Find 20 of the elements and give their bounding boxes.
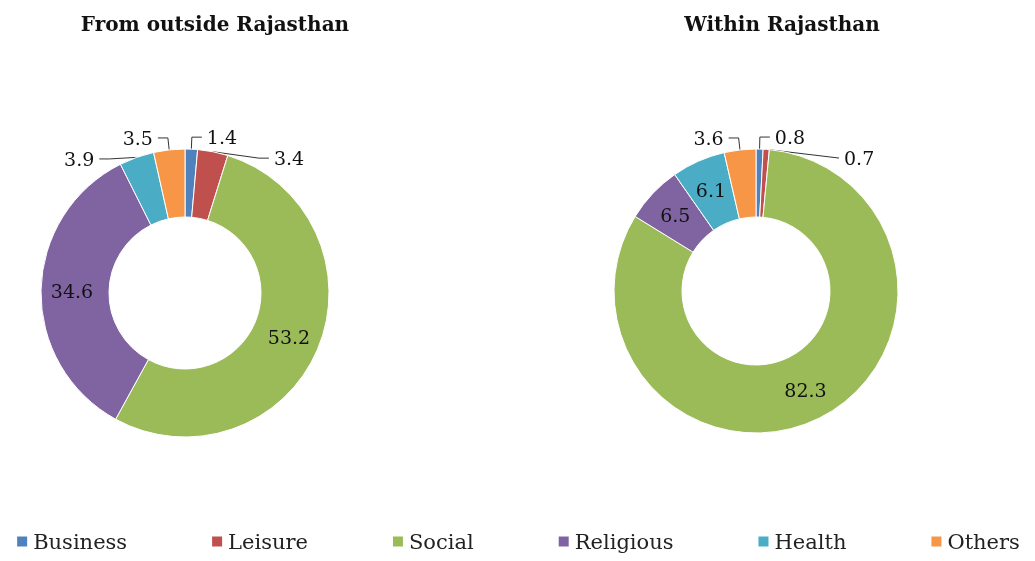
legend-label: Others bbox=[947, 529, 1020, 554]
data-label: 3.9 bbox=[64, 147, 95, 170]
slice-label: Within Rajasthan bbox=[683, 12, 881, 36]
legend-label: Leisure bbox=[228, 529, 308, 554]
data-label: 0.7 bbox=[844, 147, 875, 170]
data-label: 6.5 bbox=[660, 203, 691, 226]
legend-label: Social bbox=[408, 529, 474, 554]
data-label: 6.1 bbox=[695, 178, 727, 201]
data-label: 82.3 bbox=[784, 379, 827, 402]
slice-label: From outside Rajasthan bbox=[80, 12, 350, 36]
data-label: 1.4 bbox=[206, 126, 238, 149]
data-label: 3.5 bbox=[122, 126, 153, 149]
legend-label: Religious bbox=[574, 529, 674, 554]
data-label: 3.4 bbox=[273, 147, 305, 170]
data-label: 53.2 bbox=[267, 326, 311, 349]
data-label: 34.6 bbox=[50, 279, 94, 302]
data-label: 3.6 bbox=[693, 126, 724, 149]
legend-label: Health bbox=[774, 529, 847, 554]
legend-label: Business bbox=[33, 529, 128, 554]
data-label: 0.8 bbox=[774, 126, 806, 149]
